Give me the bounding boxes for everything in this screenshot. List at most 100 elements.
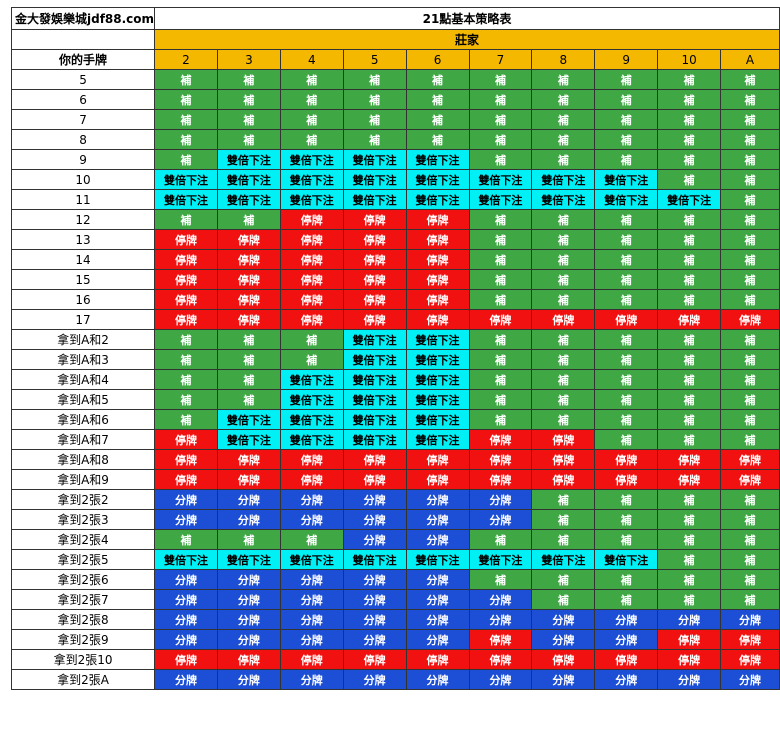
action-cell: 雙倍下注 [405, 349, 470, 370]
action-cell: 停牌 [216, 249, 281, 270]
action-cell: 補 [720, 389, 780, 410]
action-cell: 分牌 [154, 589, 218, 610]
player-hand-label: 拿到2張3 [10, 509, 156, 530]
table-row: 拿到2張8 分牌 分牌 分牌 分牌 分牌 分牌 分牌 分牌 分牌 分牌 [10, 609, 780, 630]
action-cell: 補 [720, 189, 780, 210]
action-cell: 分牌 [405, 569, 470, 590]
action-cell: 補 [594, 429, 659, 450]
action-cell: 雙倍下注 [216, 429, 281, 450]
action-cell: 停牌 [279, 229, 344, 250]
action-cell: 雙倍下注 [342, 369, 407, 390]
action-cell: 雙倍下注 [594, 169, 659, 190]
action-cell: 補 [279, 529, 344, 550]
player-hand-label: 17 [10, 309, 156, 330]
action-cell: 雙倍下注 [279, 189, 344, 210]
action-cell: 分牌 [657, 669, 722, 690]
action-cell: 停牌 [531, 429, 596, 450]
action-cell: 停牌 [657, 309, 722, 330]
action-cell: 雙倍下注 [342, 429, 407, 450]
player-hand-label: 拿到2張10 [10, 649, 156, 670]
player-hand-label: 13 [10, 229, 156, 250]
action-cell: 分牌 [216, 509, 281, 530]
action-cell: 分牌 [342, 629, 407, 650]
action-cell: 補 [657, 509, 722, 530]
action-cell: 補 [531, 229, 596, 250]
action-cell: 停牌 [154, 649, 218, 670]
player-hand-label: 拿到2張5 [10, 549, 156, 570]
action-cell: 停牌 [216, 289, 281, 310]
table-row: 15 停牌 停牌 停牌 停牌 停牌補補補補補 [10, 269, 780, 290]
table-row: 拿到2張9 分牌 分牌 分牌 分牌 分牌 停牌 分牌 分牌 停牌 停牌 [10, 629, 780, 650]
action-cell: 補 [154, 129, 218, 150]
player-hand-label: 7 [10, 109, 156, 130]
action-cell: 補 [720, 589, 780, 610]
action-cell: 補 [657, 429, 722, 450]
action-cell: 停牌 [468, 629, 533, 650]
action-cell: 補 [657, 169, 722, 190]
action-cell: 補 [468, 249, 533, 270]
action-cell: 雙倍下注 [279, 169, 344, 190]
action-cell: 分牌 [154, 569, 218, 590]
action-cell: 分牌 [342, 529, 407, 550]
action-cell: 補 [657, 149, 722, 170]
action-cell: 停牌 [657, 629, 722, 650]
dealer-card-header: 8 [531, 49, 596, 70]
action-cell: 補 [594, 409, 659, 430]
action-cell: 雙倍下注 [279, 369, 344, 390]
action-cell: 雙倍下注 [657, 189, 722, 210]
action-cell: 補 [342, 129, 407, 150]
action-cell: 分牌 [216, 589, 281, 610]
action-cell: 補 [531, 249, 596, 270]
action-cell: 雙倍下注 [216, 149, 281, 170]
action-cell: 補 [216, 349, 281, 370]
action-cell: 補 [720, 249, 780, 270]
action-cell: 補 [405, 109, 470, 130]
action-cell: 停牌 [720, 469, 780, 490]
action-cell: 補 [216, 129, 281, 150]
action-cell: 分牌 [216, 609, 281, 630]
action-cell: 分牌 [216, 489, 281, 510]
action-cell: 分牌 [468, 669, 533, 690]
table-row: 拿到A和6 補雙倍下注 雙倍下注 雙倍下注 雙倍下注補補補補補 [10, 409, 780, 430]
action-cell: 停牌 [279, 269, 344, 290]
action-cell: 雙倍下注 [342, 169, 407, 190]
player-hand-label: 拿到A和6 [10, 409, 156, 430]
action-cell: 補 [468, 349, 533, 370]
action-cell: 補 [657, 89, 722, 110]
action-cell: 停牌 [594, 649, 659, 670]
action-cell: 雙倍下注 [154, 169, 218, 190]
action-cell: 補 [720, 269, 780, 290]
action-cell: 補 [154, 409, 218, 430]
action-cell: 停牌 [342, 469, 407, 490]
action-cell: 補 [657, 349, 722, 370]
table-row: 12 補補停牌 停牌 停牌補補補補補 [10, 209, 780, 230]
action-cell: 補 [531, 109, 596, 130]
action-cell: 雙倍下注 [279, 389, 344, 410]
table-row: 拿到A和4 補補雙倍下注 雙倍下注 雙倍下注補補補補補 [10, 369, 780, 390]
action-cell: 補 [468, 569, 533, 590]
action-cell: 雙倍下注 [342, 189, 407, 210]
action-cell: 補 [468, 209, 533, 230]
action-cell: 補 [468, 69, 533, 90]
player-hand-label: 拿到A和5 [10, 389, 156, 410]
player-hand-label: 11 [10, 189, 156, 210]
action-cell: 停牌 [594, 469, 659, 490]
action-cell: 補 [279, 109, 344, 130]
title-row: 金大發娛樂城jdf88.com 21點基本策略表 [10, 7, 780, 30]
player-hand-label: 拿到2張8 [10, 609, 156, 630]
dealer-card-header: 5 [342, 49, 407, 70]
action-cell: 補 [720, 109, 780, 130]
action-cell: 補 [468, 529, 533, 550]
action-cell: 補 [154, 329, 218, 350]
table-row: 17 停牌 停牌 停牌 停牌 停牌 停牌 停牌 停牌 停牌 停牌 [10, 309, 780, 330]
action-cell: 補 [594, 369, 659, 390]
action-cell: 補 [657, 489, 722, 510]
table-row: 拿到2張6 分牌 分牌 分牌 分牌 分牌補補補補補 [10, 569, 780, 590]
action-cell: 停牌 [468, 309, 533, 330]
action-cell: 補 [468, 409, 533, 430]
action-cell: 分牌 [279, 589, 344, 610]
action-cell: 分牌 [468, 589, 533, 610]
action-cell: 補 [594, 249, 659, 270]
action-cell: 停牌 [405, 289, 470, 310]
